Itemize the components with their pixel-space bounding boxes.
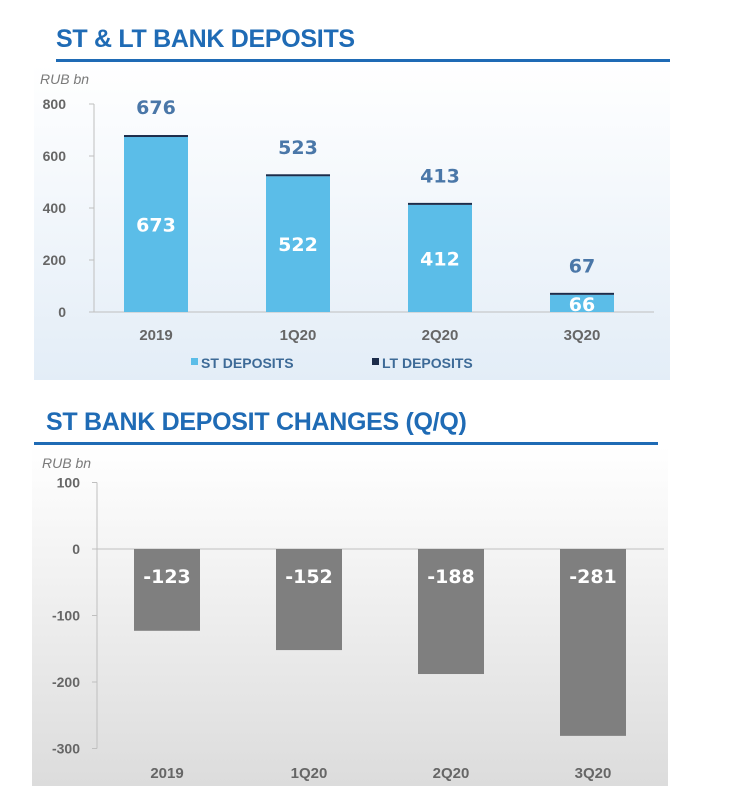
chart2-category-label: 2019 — [150, 765, 183, 782]
chart1-total-label: 676 — [136, 97, 176, 119]
chart2-ytick-label: -200 — [52, 674, 80, 690]
chart2-unit-label: RUB bn — [42, 455, 91, 471]
chart1-total-label: 523 — [278, 137, 318, 159]
chart1-bar-lt-1Q20 — [266, 174, 330, 177]
chart1-bar-st-1Q20 — [266, 176, 330, 312]
chart1-total-label: 67 — [569, 256, 595, 278]
chart2-bar-3Q20 — [560, 549, 626, 736]
chart2-value-label: -188 — [427, 566, 475, 588]
chart1-bar-st-2019 — [124, 137, 188, 312]
chart2-value-label: -123 — [143, 566, 191, 588]
chart2-ytick-label: -100 — [52, 608, 80, 624]
chart1-bar-lt-2Q20 — [408, 202, 472, 205]
chart1-ytick-label: 200 — [43, 252, 67, 268]
chart1-bar-lt-2019 — [124, 135, 188, 138]
chart1-bar-st-3Q20 — [550, 294, 614, 312]
chart2-ytick-label: 0 — [72, 541, 80, 557]
chart1-unit-label: RUB bn — [40, 71, 89, 87]
chart1-bar-st-2Q20 — [408, 204, 472, 312]
chart1-category-label: 2019 — [139, 327, 172, 344]
chart1-legend-label-lt: LT DEPOSITS — [382, 355, 473, 371]
chart1-total-label: 413 — [420, 166, 460, 188]
chart1-legend-swatch-st — [191, 358, 198, 365]
chart1-ytick-label: 800 — [43, 96, 67, 112]
chart2-value-label: -281 — [569, 566, 617, 588]
chart1-st-value-label: 522 — [278, 234, 318, 256]
chart1-st-value-label: 66 — [569, 294, 595, 316]
chart1-bar-lt-3Q20 — [550, 292, 614, 295]
chart1-legend-label-st: ST DEPOSITS — [201, 355, 294, 371]
chart2-bar-2019 — [134, 549, 200, 631]
chart2-value-label: -152 — [285, 566, 333, 588]
chart2-panel: RUB bn 100 0 -100 -200 -300 -123 2019 -152 1Q20 -1… — [32, 446, 668, 786]
chart1-title-rule — [56, 59, 670, 62]
chart2-category-label: 1Q20 — [291, 765, 328, 782]
chart1-category-label: 2Q20 — [422, 327, 459, 344]
chart1-legend-swatch-lt — [372, 358, 379, 365]
chart2-category-label: 2Q20 — [433, 765, 470, 782]
chart2-category-label: 3Q20 — [575, 765, 612, 782]
chart2-ytick-label: 100 — [57, 475, 81, 491]
chart2-ytick-label: -300 — [52, 741, 80, 757]
chart2-title-rule — [34, 442, 658, 445]
chart1-ytick-label: 400 — [43, 200, 67, 216]
chart1-svg: RUB bn 0 200 400 600 800 676 673 2019 523 522 1Q20 4… — [40, 71, 654, 371]
chart2-bar-2Q20 — [418, 549, 484, 675]
chart1-st-value-label: 673 — [136, 215, 176, 237]
chart2-svg: RUB bn 100 0 -100 -200 -300 -123 2019 -152 1Q20 -1… — [42, 455, 664, 782]
chart1-st-value-label: 412 — [420, 248, 460, 270]
chart1-ytick-label: 600 — [43, 148, 67, 164]
chart2-title: ST BANK DEPOSIT CHANGES (Q/Q) — [46, 408, 467, 436]
chart1-title: ST & LT BANK DEPOSITS — [56, 25, 355, 53]
chart1-panel: RUB bn 0 200 400 600 800 676 673 2019 523 522 1Q20 4… — [34, 64, 670, 380]
chart1-ytick-label: 0 — [58, 304, 66, 320]
chart1-category-label: 1Q20 — [280, 327, 317, 344]
chart2-bar-1Q20 — [276, 549, 342, 651]
chart1-category-label: 3Q20 — [564, 327, 601, 344]
